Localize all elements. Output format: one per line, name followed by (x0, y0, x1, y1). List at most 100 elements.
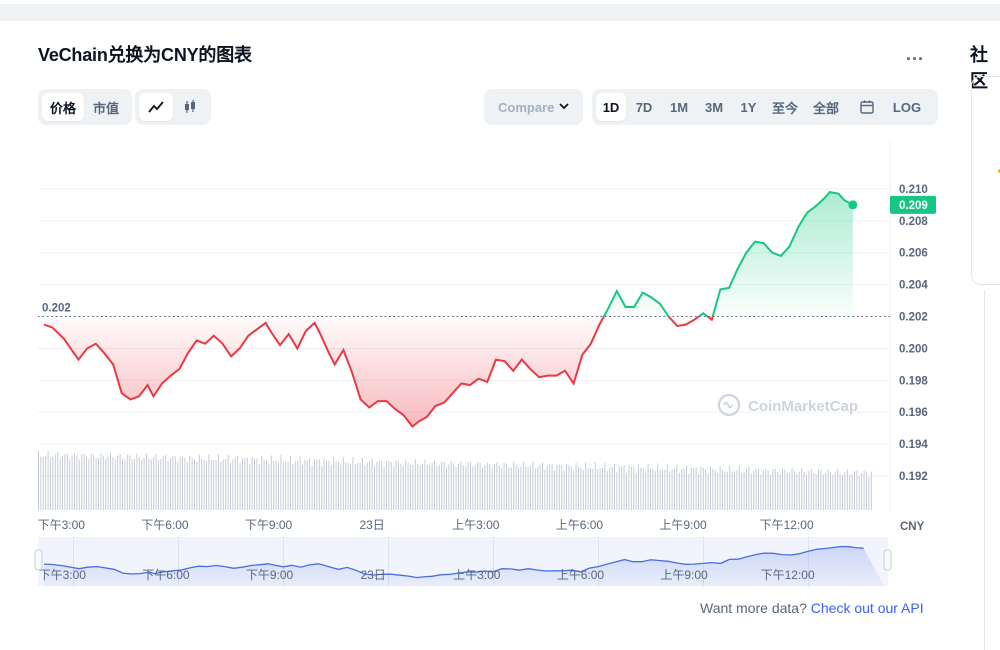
volume-bar (369, 461, 371, 510)
volume-bar (407, 462, 409, 510)
time-tick-label: 下午3:00 (38, 518, 86, 532)
volume-bar (62, 456, 63, 510)
volume-bar (268, 463, 270, 510)
compare-select[interactable]: Compare with (484, 89, 583, 125)
tab-market-cap[interactable]: 市值 (92, 100, 119, 116)
volume-bar (102, 455, 104, 510)
api-link[interactable]: Check out our API (810, 600, 924, 616)
volume-bar (182, 456, 183, 510)
range-3m[interactable]: 3M (704, 99, 724, 115)
volume-bar (767, 470, 769, 510)
volume-bar (645, 472, 647, 510)
volume-bar (820, 470, 822, 510)
volume-bar (854, 470, 855, 510)
volume-bar (114, 459, 116, 510)
volume-bar (664, 470, 666, 510)
line-chart-button[interactable] (139, 93, 173, 121)
range-all[interactable]: 全部 (812, 100, 839, 116)
candlestick-button[interactable] (173, 93, 207, 121)
volume-bar (189, 455, 191, 510)
volume-bar (196, 461, 198, 510)
volume-bar (302, 465, 303, 510)
volume-bar (441, 461, 443, 510)
price-tick-label: 0.200 (899, 343, 928, 355)
volume-bar (86, 457, 87, 510)
volume-bar (232, 459, 234, 510)
range-1d[interactable]: 1D (596, 93, 626, 121)
range-ytd[interactable]: 至今 (771, 100, 798, 116)
volume-bar (501, 468, 503, 510)
volume-bar (330, 465, 332, 510)
volume-bar (170, 458, 171, 510)
volume-bar (405, 459, 407, 510)
api-promo-text: Want more data? (700, 600, 807, 616)
volume-bar (594, 462, 596, 510)
volume-bar (846, 469, 848, 510)
volume-bar (818, 469, 819, 510)
volume-bar (834, 472, 836, 510)
volume-bar (71, 455, 73, 510)
range-1m[interactable]: 1M (669, 99, 689, 115)
volume-bar (851, 474, 853, 510)
volume-bar (249, 464, 251, 510)
volume-bar (842, 474, 843, 510)
volume-bar (714, 470, 716, 510)
range-7d[interactable]: 7D (635, 99, 653, 115)
volume-bar (870, 471, 872, 510)
volume-bar (266, 460, 267, 510)
current-price-label: 0.209 (899, 200, 928, 212)
range-tabs: 1D 7D 1M 3M 1Y 至今 全部 LOG (592, 89, 938, 125)
volume-bar (110, 453, 111, 510)
volume-bar (254, 458, 255, 510)
volume-bar (674, 469, 675, 510)
volume-bar (256, 459, 258, 510)
volume-bar (784, 469, 786, 510)
volume-bar (782, 468, 783, 510)
volume-bar (551, 463, 553, 510)
volume-bar (285, 461, 287, 510)
more-menu-button[interactable]: ... (906, 44, 925, 64)
price-chart[interactable]: 0.202 0.210 0.208 0.206 0.204 0.202 0.200 0.19… (0, 0, 1000, 600)
volume-bar (306, 460, 308, 510)
candlestick-icon (185, 100, 195, 113)
navigator-tick-label: 上午6:00 (557, 568, 605, 582)
volume-bar (270, 455, 272, 510)
volume-bar (832, 474, 834, 510)
volume-bar (107, 456, 109, 510)
chart-type-tabs (135, 89, 211, 125)
volume-bar (746, 469, 747, 510)
range-1y[interactable]: 1Y (740, 99, 757, 115)
volume-bar (426, 465, 428, 510)
volume-bar (184, 457, 186, 510)
volume-bar (830, 471, 831, 510)
volume-bar (791, 468, 793, 510)
volume-bar (134, 458, 135, 510)
volume-bar (772, 469, 774, 510)
current-price-marker (848, 200, 858, 210)
volume-bar (38, 450, 39, 510)
volume-bar (803, 472, 805, 510)
volume-bar (628, 465, 630, 510)
volume-bar (472, 466, 474, 510)
navigator-right-handle[interactable] (883, 549, 892, 571)
volume-bar (417, 463, 419, 510)
price-tick-label: 0.202 (899, 312, 928, 324)
volume-bar (573, 470, 575, 510)
log-scale-toggle[interactable]: LOG (892, 99, 922, 115)
volume-bar (479, 463, 481, 510)
volume-bar (400, 463, 402, 510)
range-custom-button[interactable] (847, 93, 887, 121)
volume-bar (609, 467, 611, 510)
volume-bar (537, 467, 539, 510)
volume-bar (498, 465, 500, 510)
volume-bar (494, 463, 495, 510)
time-tick-label: 上午3:00 (452, 518, 500, 532)
tab-price[interactable]: 价格 (42, 93, 84, 121)
navigator-left-handle[interactable] (34, 549, 43, 571)
time-tick-label: 上午6:00 (556, 518, 604, 532)
navigator-tick-label: 23日 (360, 568, 385, 582)
volume-bar (539, 465, 541, 510)
volume-bar (825, 473, 827, 510)
volume-bar (395, 460, 397, 510)
reference-price-label: 0.202 (42, 303, 71, 315)
